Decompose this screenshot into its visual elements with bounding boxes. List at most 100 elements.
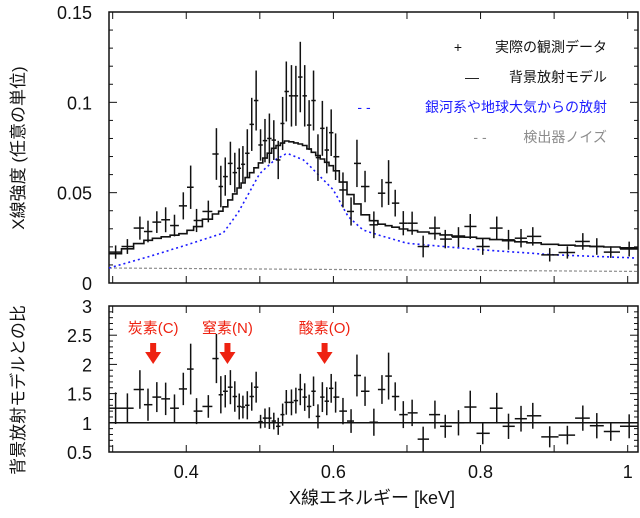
observed-data-point <box>186 165 194 209</box>
ratio-data-point <box>276 417 281 435</box>
observed-data-point <box>339 172 348 208</box>
legend-label: 背景放射モデル <box>509 69 607 85</box>
ratio-data-point <box>232 381 238 412</box>
ratio-data-point <box>476 422 490 445</box>
element-annotation: 酸素(O) <box>299 320 351 364</box>
observed-data-point <box>360 170 370 203</box>
down-arrow-icon <box>316 343 333 364</box>
ratio-data-point <box>360 376 370 406</box>
y-tick-label: 0.05 <box>57 184 92 204</box>
ratio-data-point <box>293 387 299 414</box>
observed-data-point <box>212 128 219 180</box>
observed-data-point <box>391 189 400 217</box>
ratio-data-point <box>541 426 559 448</box>
ratio-data-point <box>417 426 430 452</box>
ratio-data-point <box>245 391 250 420</box>
ratio-data-point <box>339 397 348 425</box>
ratio-data-point <box>526 402 542 429</box>
ratio-data-point <box>109 392 122 424</box>
observed-data-point <box>271 120 277 160</box>
ratio-data-point <box>178 372 187 406</box>
y-tick-label: 1 <box>82 414 92 434</box>
observed-data-point <box>575 233 590 250</box>
ratio-data-point <box>212 333 219 384</box>
galactic-atmospheric-line <box>108 153 636 269</box>
y-tick-label: 2.5 <box>67 326 92 346</box>
observed-data-point <box>417 235 430 258</box>
observed-data-point <box>227 141 233 186</box>
ratio-data-point <box>170 394 179 422</box>
y-tick-label: 1.5 <box>67 385 92 405</box>
observed-data-point <box>170 214 179 237</box>
ratio-data-point <box>227 370 233 405</box>
ratio-data-point <box>502 413 515 439</box>
ratio-data-point <box>223 375 228 408</box>
observed-data-point <box>161 207 171 233</box>
ratio-data-point <box>575 405 590 431</box>
y-tick-label: 3 <box>82 297 92 317</box>
ratio-data-point <box>347 409 355 433</box>
annotation-label: 酸素(O) <box>299 320 351 337</box>
observed-data-point <box>284 61 289 122</box>
ratio-data-point <box>121 393 134 424</box>
legend-item-detector-noise: - - 検出器ノイズ <box>473 129 607 145</box>
observed-data-point <box>302 65 307 127</box>
lower-plot-frame <box>108 305 639 453</box>
ratio-data-point <box>298 373 303 406</box>
ratio-data-point <box>315 404 321 429</box>
observed-data-point <box>241 146 246 183</box>
observed-data-point <box>178 192 187 220</box>
legend-symbol: + <box>454 39 462 55</box>
ratio-data-point <box>603 422 620 441</box>
legend-symbol: - - <box>473 129 487 145</box>
observed-data-point <box>407 211 418 235</box>
upper-y-axis-title: X線強度 (任意の単位) <box>9 66 28 229</box>
annotation-label: 炭素(C) <box>128 320 179 337</box>
element-annotation: 炭素(C) <box>128 320 179 364</box>
observed-data-point <box>109 245 122 259</box>
ratio-data-point <box>262 408 268 428</box>
ratio-data-point <box>302 383 307 411</box>
legend: + 実際の観測データ — 背景放射モデル - - 銀河系や地球大気からの放射 -… <box>357 39 607 145</box>
down-arrow-icon <box>145 343 162 364</box>
ratio-data-point <box>354 354 361 397</box>
ratio-data-point <box>399 401 408 429</box>
observed-data-point <box>152 211 162 233</box>
x-tick-label: 0.4 <box>174 462 199 482</box>
observed-data-point <box>193 208 203 233</box>
legend-label: 実際の観測データ <box>495 39 607 55</box>
lower-y-axis-title: 背景放射モデルとの比 <box>8 305 28 475</box>
observed-data-point <box>232 152 238 193</box>
observed-data-point <box>245 129 250 178</box>
observed-data-point <box>218 165 224 208</box>
ratio-data-point <box>429 400 441 429</box>
observed-data-point <box>276 140 281 180</box>
ratio-data-point <box>152 382 162 413</box>
observed-data-point <box>385 160 392 205</box>
ratio-data-point <box>320 382 325 413</box>
observed-data-point <box>249 97 254 151</box>
ratio-data-point <box>333 381 340 413</box>
observed-data-point <box>328 109 334 156</box>
observed-data-point <box>377 179 386 208</box>
ratio-data-point <box>385 352 392 400</box>
y-tick-label: 2 <box>82 355 92 375</box>
ratio-data-point <box>218 376 224 414</box>
ratio-data-point <box>377 375 386 404</box>
ratio-data-point <box>249 382 254 411</box>
legend-symbol: - - <box>357 99 371 115</box>
down-arrow-icon <box>219 343 236 364</box>
ratio-data-point <box>186 343 194 395</box>
observed-data-point <box>280 96 285 151</box>
x-tick-label: 1 <box>623 462 633 482</box>
ratio-data-point <box>558 425 576 445</box>
observed-data-point <box>262 118 268 163</box>
ratio-data-point <box>589 413 604 439</box>
observed-data-point <box>369 211 378 239</box>
observed-data-point <box>258 129 263 161</box>
x-tick-label: 0.6 <box>321 462 346 482</box>
ratio-data-point <box>271 412 277 430</box>
ratio-data-point <box>202 395 213 418</box>
ratio-data-point <box>241 395 246 419</box>
ratio-data-point <box>143 388 153 421</box>
